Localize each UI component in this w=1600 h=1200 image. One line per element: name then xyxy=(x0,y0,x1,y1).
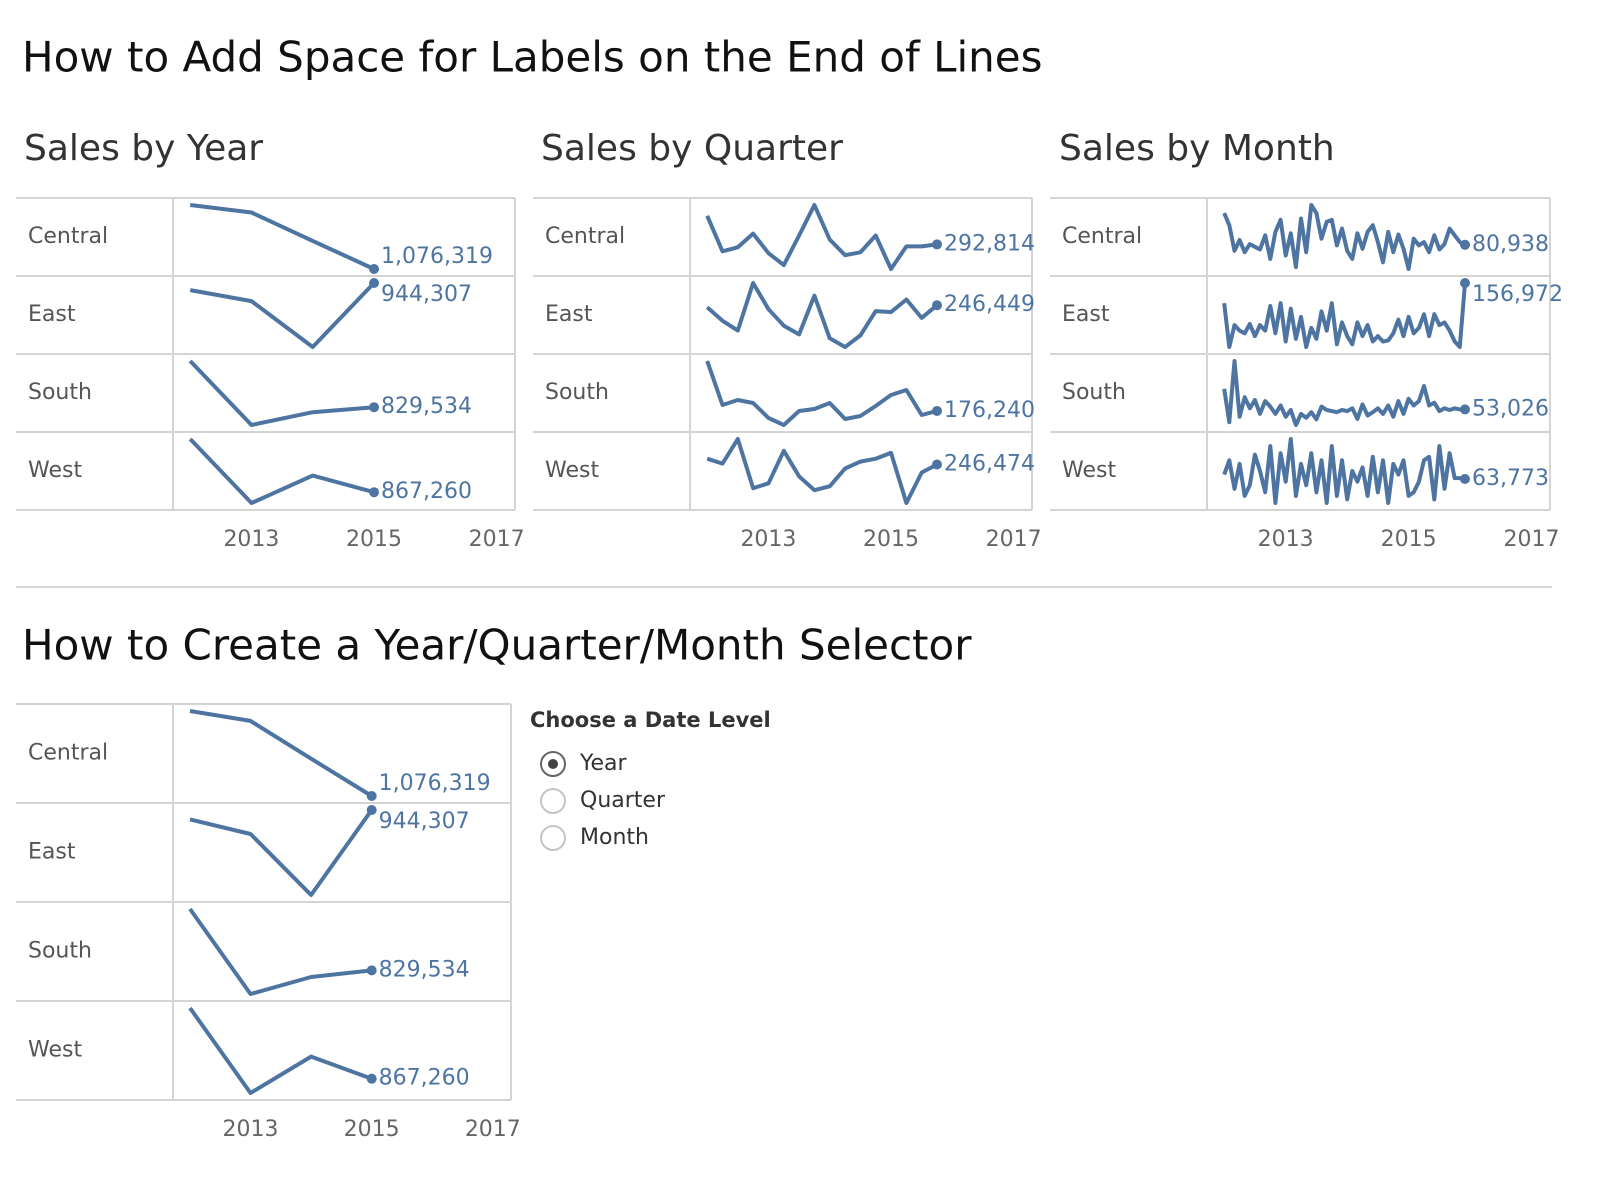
row-label: East xyxy=(1062,302,1110,327)
end-label: 944,307 xyxy=(379,809,470,834)
x-tick-label: 2013 xyxy=(1258,527,1314,552)
end-label: 80,938 xyxy=(1472,232,1549,257)
end-point xyxy=(1459,473,1470,484)
end-point xyxy=(932,405,942,416)
line xyxy=(188,359,375,427)
end-point xyxy=(932,459,942,470)
end-point xyxy=(932,239,942,250)
line xyxy=(1222,282,1467,349)
row-label: West xyxy=(1062,458,1116,483)
row-label: Central xyxy=(28,741,108,766)
section-title: How to Create a Year/Quarter/Month Selec… xyxy=(22,621,972,670)
line xyxy=(706,437,938,505)
line xyxy=(189,709,373,798)
row-label: South xyxy=(28,380,92,405)
x-tick-label: 2013 xyxy=(223,1117,279,1142)
end-label: 1,076,319 xyxy=(381,244,493,269)
end-point xyxy=(366,791,377,801)
end-label: 829,534 xyxy=(381,394,472,419)
end-point xyxy=(1459,404,1470,415)
line xyxy=(1222,203,1466,271)
row-label: Central xyxy=(28,224,108,249)
end-point xyxy=(369,278,380,288)
row-label: South xyxy=(28,939,92,964)
line xyxy=(1222,359,1465,427)
line xyxy=(188,1006,373,1095)
end-point xyxy=(366,1073,377,1084)
selector-label: Choose a Date Level xyxy=(530,708,771,732)
end-label: 829,534 xyxy=(379,957,470,982)
row-label: West xyxy=(28,1038,82,1063)
radio-button[interactable] xyxy=(540,788,566,814)
line xyxy=(705,281,939,349)
line xyxy=(705,360,938,427)
x-tick-label: 2015 xyxy=(863,527,919,552)
end-label: 246,474 xyxy=(944,451,1035,476)
end-label: 53,026 xyxy=(1472,396,1549,421)
radio-label[interactable]: Quarter xyxy=(580,788,666,813)
row-label: East xyxy=(28,840,76,865)
x-tick-label: 2015 xyxy=(344,1117,400,1142)
x-tick-label: 2017 xyxy=(465,1117,521,1142)
end-label: 176,240 xyxy=(944,398,1035,423)
row-label: East xyxy=(545,302,593,327)
chart-title: Sales by Year xyxy=(24,128,263,169)
end-label: 867,260 xyxy=(379,1066,470,1091)
radio-dot xyxy=(548,759,558,769)
row-label: Central xyxy=(1062,224,1142,249)
end-label: 156,972 xyxy=(1472,282,1563,307)
row-label: East xyxy=(28,302,76,327)
row-label: Central xyxy=(545,224,625,249)
end-point xyxy=(366,965,377,976)
x-tick-label: 2013 xyxy=(740,527,796,552)
line xyxy=(705,203,938,271)
radio-button[interactable] xyxy=(540,825,566,851)
end-point xyxy=(1459,239,1470,250)
row-label: South xyxy=(1062,380,1126,405)
end-point xyxy=(369,264,380,274)
section-title: How to Add Space for Labels on the End o… xyxy=(22,33,1043,82)
line xyxy=(189,203,375,271)
end-label: 63,773 xyxy=(1472,466,1549,491)
end-point xyxy=(369,402,380,413)
line xyxy=(189,281,376,349)
end-label: 944,307 xyxy=(381,282,472,307)
line xyxy=(1222,437,1466,505)
end-point xyxy=(1459,278,1470,288)
row-label: West xyxy=(28,458,82,483)
x-tick-label: 2017 xyxy=(986,527,1042,552)
x-tick-label: 2015 xyxy=(346,527,402,552)
chart-title: Sales by Quarter xyxy=(541,128,843,169)
x-tick-label: 2017 xyxy=(469,527,525,552)
end-point xyxy=(369,487,380,498)
line xyxy=(188,437,375,505)
x-tick-label: 2013 xyxy=(223,527,279,552)
line xyxy=(189,808,374,897)
end-point xyxy=(932,300,942,311)
end-point xyxy=(366,805,377,815)
radio-label[interactable]: Year xyxy=(579,751,628,776)
line xyxy=(188,907,372,996)
radio-label[interactable]: Month xyxy=(580,825,649,850)
x-tick-label: 2015 xyxy=(1381,527,1437,552)
end-label: 1,076,319 xyxy=(379,771,491,796)
row-label: West xyxy=(545,458,599,483)
end-label: 246,449 xyxy=(944,292,1035,317)
chart-title: Sales by Month xyxy=(1059,128,1335,169)
x-tick-label: 2017 xyxy=(1504,527,1560,552)
end-label: 867,260 xyxy=(381,479,472,504)
row-label: South xyxy=(545,380,609,405)
end-label: 292,814 xyxy=(944,231,1035,256)
